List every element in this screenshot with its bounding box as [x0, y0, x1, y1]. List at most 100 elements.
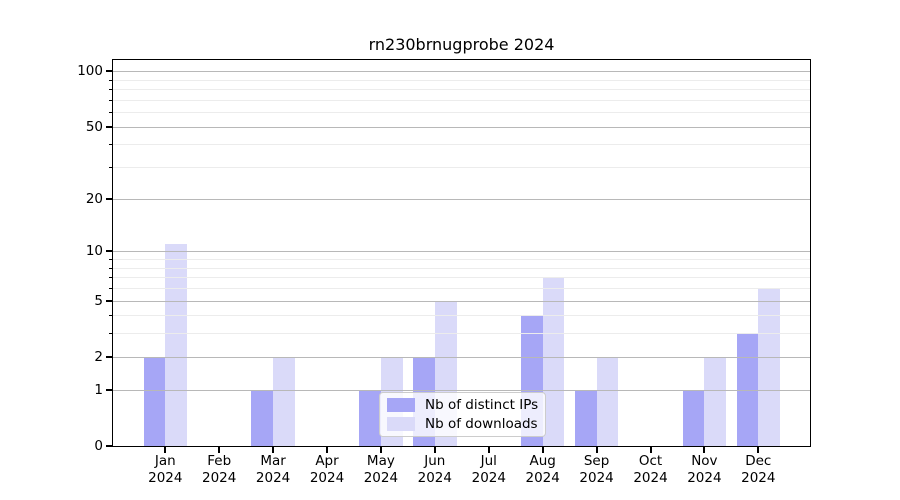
y-axis-minor-tick — [109, 267, 113, 269]
y-tick-label: 20 — [85, 190, 103, 207]
legend-label-distinct-ips: Nb of distinct IPs — [425, 397, 539, 413]
minor-gridline — [113, 112, 810, 114]
y-tick-label: 50 — [85, 118, 103, 135]
minor-gridline — [113, 99, 810, 101]
x-axis-tick — [757, 446, 760, 453]
x-tick-label-year: 2024 — [202, 470, 237, 486]
bar-distinct-ips-mar — [251, 389, 274, 446]
x-tick-label: Nov 2024 — [669, 453, 739, 487]
chart-title: rn230brnugprobe 2024 — [368, 35, 555, 54]
x-axis-tick — [541, 446, 544, 453]
y-axis-tick — [106, 355, 113, 358]
x-tick-label: Oct 2024 — [616, 453, 686, 487]
x-axis-tick — [649, 446, 652, 453]
major-gridline — [113, 300, 810, 302]
major-gridline — [113, 251, 810, 253]
x-tick-label: Aug 2024 — [508, 453, 578, 487]
x-tick-label: Jun 2024 — [400, 453, 470, 487]
major-gridline — [113, 198, 810, 200]
minor-gridline — [113, 333, 810, 335]
x-axis-tick — [272, 446, 275, 453]
y-axis-tick — [106, 125, 113, 128]
x-axis-tick — [595, 446, 598, 453]
x-tick-label-year: 2024 — [471, 470, 506, 486]
major-gridline — [113, 389, 810, 391]
y-axis-minor-tick — [109, 333, 113, 335]
x-axis-tick — [218, 446, 221, 453]
x-tick-label: Mar 2024 — [238, 453, 308, 487]
x-axis-tick — [326, 446, 328, 453]
x-tick-label: Apr 2024 — [292, 453, 362, 487]
major-gridline — [113, 356, 810, 358]
major-gridline — [113, 71, 810, 73]
minor-gridline — [113, 277, 810, 279]
x-tick-label: May 2024 — [346, 453, 416, 487]
x-tick-label-year: 2024 — [417, 470, 452, 486]
bar-downloads-mar — [273, 356, 295, 446]
y-tick-label: 1 — [94, 381, 103, 398]
x-axis-tick — [164, 446, 167, 453]
y-tick-label: 0 — [94, 438, 103, 454]
legend-swatch-distinct-ips — [387, 398, 415, 412]
y-axis-tick — [106, 70, 113, 73]
x-tick-label: Dec 2024 — [723, 453, 793, 487]
minor-gridline — [113, 89, 810, 91]
y-axis-minor-tick — [109, 89, 113, 91]
y-axis-minor-tick — [109, 288, 113, 289]
y-tick-label: 100 — [77, 63, 103, 80]
y-axis-minor-tick — [109, 144, 113, 146]
y-tick-label: 10 — [85, 243, 103, 260]
legend: Nb of distinct IPs Nb of downloads — [379, 392, 546, 437]
y-axis-tick — [106, 299, 113, 302]
y-axis-minor-tick — [109, 167, 113, 169]
y-axis-tick — [106, 388, 113, 391]
bar-distinct-ips-nov — [682, 389, 705, 446]
x-tick-label-year: 2024 — [255, 470, 291, 486]
minor-gridline — [113, 259, 810, 260]
x-axis-tick — [703, 446, 706, 453]
bar-downloads-sep — [596, 356, 619, 446]
x-tick-label: Jan 2024 — [130, 453, 200, 487]
bar-downloads-aug — [542, 277, 565, 446]
x-axis-tick — [379, 446, 382, 453]
x-tick-label: Feb 2024 — [184, 453, 254, 487]
bar-downloads-jan — [165, 244, 188, 446]
y-tick-label: 2 — [94, 348, 103, 365]
x-tick-label-year: 2024 — [309, 470, 345, 486]
bar-distinct-ips-may — [359, 389, 381, 446]
x-tick-label-year: 2024 — [633, 470, 668, 486]
minor-gridline — [113, 315, 810, 317]
legend-item-downloads: Nb of downloads — [387, 417, 545, 431]
x-axis-tick — [433, 446, 436, 453]
x-tick-label-year: 2024 — [363, 470, 399, 486]
major-gridline — [113, 126, 810, 128]
bar-downloads-dec — [758, 288, 781, 446]
bar-downloads-nov — [704, 356, 727, 446]
y-axis-tick — [106, 197, 113, 200]
minor-gridline — [113, 79, 810, 81]
minor-gridline — [113, 144, 810, 146]
x-tick-label: Sep 2024 — [562, 453, 632, 487]
x-axis-tick — [487, 446, 490, 453]
x-tick-label-year: 2024 — [525, 470, 560, 486]
y-axis-minor-tick — [109, 99, 113, 101]
bar-distinct-ips-sep — [574, 389, 597, 446]
x-tick-label-year: 2024 — [687, 470, 722, 486]
y-axis-minor-tick — [109, 259, 113, 260]
bar-distinct-ips-jan — [143, 356, 166, 446]
y-axis-tick — [106, 250, 113, 253]
y-axis-minor-tick — [109, 277, 113, 279]
plot-area — [113, 60, 810, 446]
x-tick-label: Jul 2024 — [454, 453, 524, 487]
minor-gridline — [113, 167, 810, 169]
y-axis-minor-tick — [109, 79, 113, 81]
x-tick-label-year: 2024 — [148, 470, 183, 486]
x-tick-label-year: 2024 — [579, 470, 614, 486]
y-axis-tick — [106, 445, 113, 447]
legend-swatch-downloads — [387, 417, 415, 431]
y-axis-minor-tick — [109, 112, 113, 114]
y-axis-minor-tick — [109, 315, 113, 317]
minor-gridline — [113, 288, 810, 289]
minor-gridline — [113, 267, 810, 269]
